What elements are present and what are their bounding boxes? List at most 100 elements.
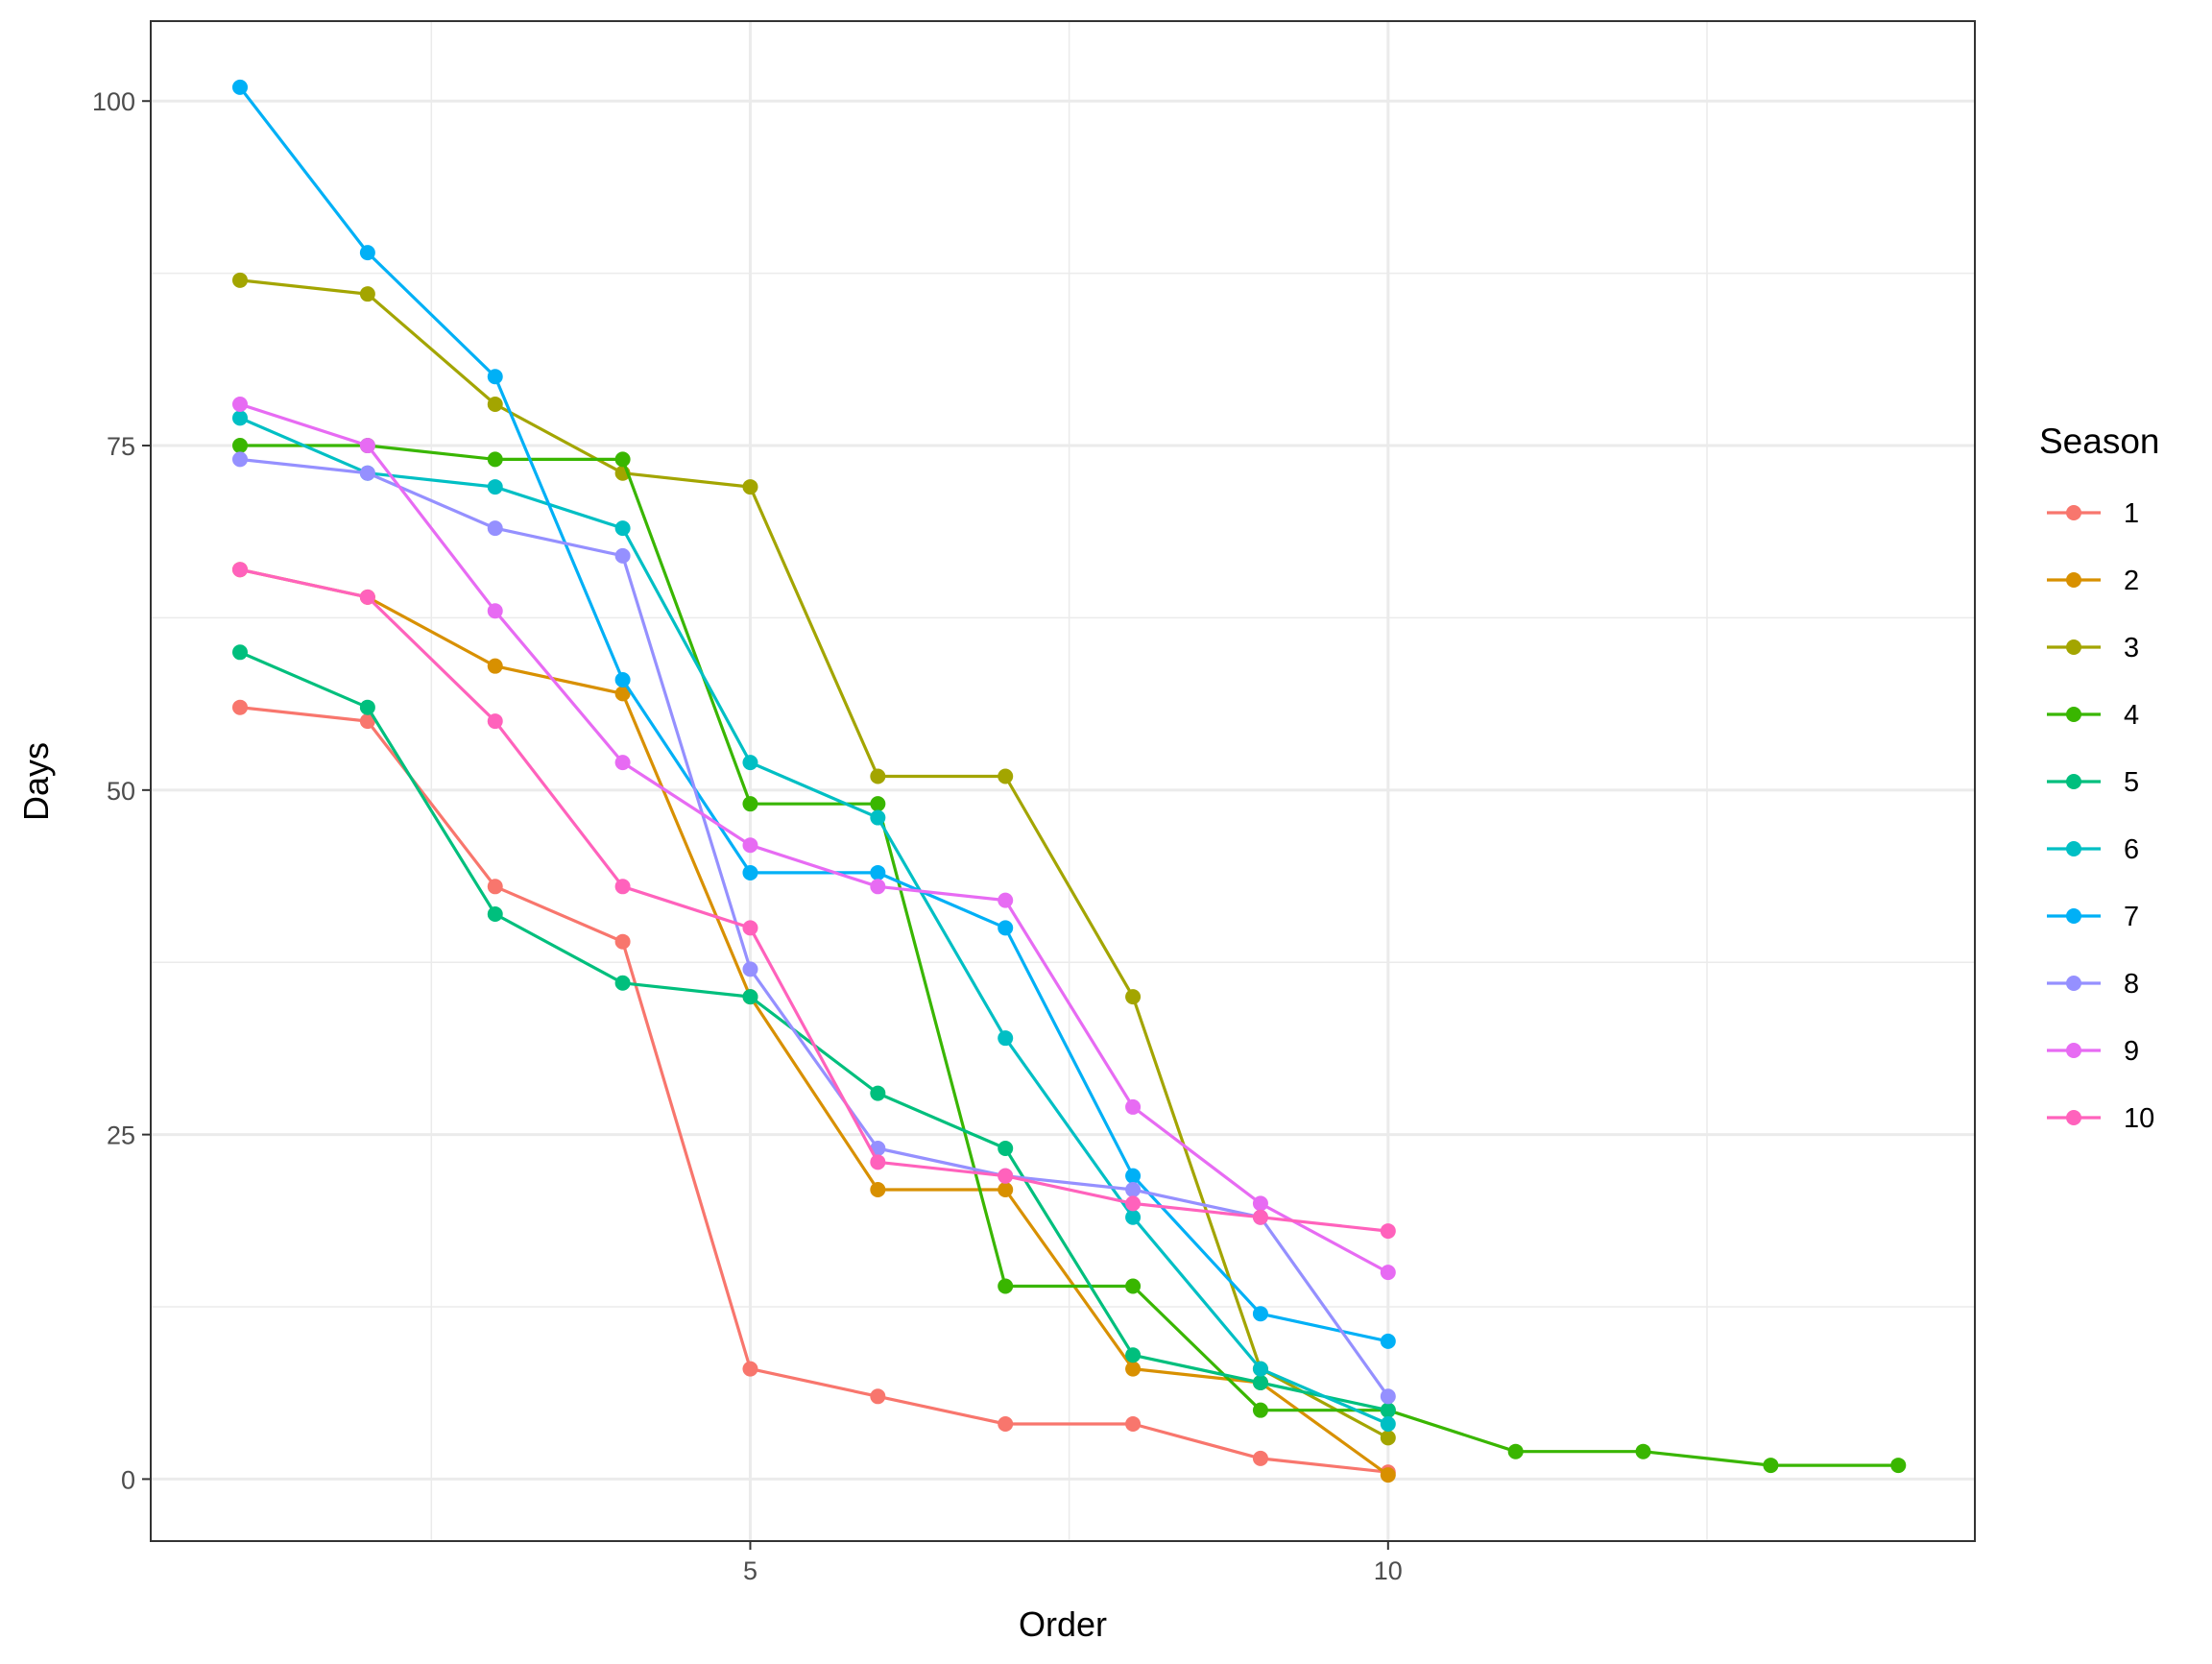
data-point	[614, 520, 631, 537]
data-point	[232, 396, 249, 412]
data-point	[870, 796, 886, 812]
y-tick-label: 0	[121, 1465, 135, 1494]
data-point	[614, 975, 631, 991]
data-point	[359, 465, 375, 481]
data-point	[998, 768, 1014, 784]
legend-label: 4	[2124, 700, 2139, 731]
legend-label: 8	[2124, 969, 2139, 1000]
data-point	[998, 1416, 1014, 1433]
series-line	[239, 706, 1388, 1474]
legend-item-9: 9	[2047, 1036, 2139, 1067]
data-point	[232, 79, 249, 95]
series-line	[239, 567, 1388, 1233]
data-point	[870, 1182, 886, 1198]
data-point	[1125, 1278, 1142, 1294]
data-point	[614, 879, 631, 895]
legend-label: 2	[2124, 566, 2139, 596]
data-point	[870, 864, 886, 880]
legend-item-2: 2	[2047, 566, 2139, 596]
data-point	[487, 479, 503, 495]
legend-key-point	[2066, 707, 2081, 722]
data-point	[1380, 1265, 1396, 1281]
legend-label: 10	[2124, 1103, 2154, 1134]
data-point	[870, 768, 886, 784]
data-point	[1252, 1195, 1268, 1212]
legend-key-point	[2066, 908, 2081, 924]
y-tick-label: 75	[107, 432, 135, 461]
data-point	[232, 562, 249, 578]
data-point	[998, 1278, 1014, 1294]
data-point	[1252, 1361, 1268, 1377]
data-point	[870, 1154, 886, 1170]
data-point	[1125, 1098, 1142, 1115]
data-point	[487, 658, 503, 674]
data-point	[1380, 1333, 1396, 1349]
data-point	[614, 547, 631, 564]
axes: 0 25 50 75 100 5 10	[92, 87, 1403, 1585]
data-point	[487, 396, 503, 412]
series-8	[232, 451, 1396, 1405]
x-tick-label: 10	[1374, 1556, 1403, 1585]
data-point	[487, 603, 503, 619]
data-point	[1380, 1402, 1396, 1418]
data-point	[742, 920, 758, 936]
data-point	[1380, 1467, 1396, 1483]
series-line	[239, 457, 1390, 1398]
series-line	[240, 444, 1899, 1467]
data-point	[487, 369, 503, 385]
data-point	[1125, 1195, 1142, 1212]
series-9	[232, 396, 1396, 1281]
series-7	[232, 79, 1396, 1349]
legend-label: 9	[2124, 1036, 2139, 1067]
legend-key-point	[2066, 572, 2081, 588]
data-point	[1125, 1416, 1142, 1433]
data-point	[1890, 1458, 1907, 1474]
data-point	[742, 755, 758, 771]
legend-key-point	[2066, 1110, 2081, 1125]
data-point	[870, 879, 886, 895]
data-point	[1252, 1450, 1268, 1466]
data-point	[359, 699, 375, 715]
series-lines	[232, 79, 1907, 1483]
data-point	[1125, 1168, 1142, 1184]
data-point	[1252, 1306, 1268, 1322]
series-10	[232, 562, 1396, 1240]
legend-item-7: 7	[2047, 902, 2139, 932]
data-point	[1125, 1182, 1142, 1198]
data-point	[1125, 989, 1142, 1005]
data-point	[1380, 1416, 1396, 1433]
data-point	[1635, 1443, 1651, 1459]
legend-key-point	[2066, 976, 2081, 991]
data-point	[614, 755, 631, 771]
data-point	[614, 686, 631, 702]
data-point	[1507, 1443, 1524, 1459]
gridlines	[151, 21, 1975, 1541]
data-point	[742, 479, 758, 495]
data-point	[742, 989, 758, 1005]
data-point	[742, 864, 758, 880]
y-tick-label: 50	[107, 777, 135, 806]
legend-label: 1	[2124, 498, 2139, 529]
legend: Season 1 2 3 4 5 6 7 8 9 10	[2039, 422, 2160, 1134]
series-line	[238, 85, 1389, 1343]
data-point	[359, 245, 375, 261]
data-point	[1252, 1402, 1268, 1418]
data-point	[742, 961, 758, 977]
data-point	[1252, 1374, 1268, 1390]
legend-label: 3	[2124, 633, 2139, 663]
data-point	[870, 1388, 886, 1405]
legend-item-3: 3	[2047, 633, 2139, 663]
x-tick-label: 5	[743, 1556, 757, 1585]
data-point	[614, 451, 631, 468]
legend-key-point	[2066, 774, 2081, 789]
data-point	[1125, 1209, 1142, 1225]
data-point	[998, 1140, 1014, 1156]
legend-item-10: 10	[2047, 1103, 2154, 1134]
series-line	[239, 402, 1389, 1274]
data-point	[870, 809, 886, 826]
data-point	[1252, 1209, 1268, 1225]
plot-panel-border	[150, 20, 1976, 1542]
data-point	[742, 1361, 758, 1377]
data-point	[1125, 1361, 1142, 1377]
